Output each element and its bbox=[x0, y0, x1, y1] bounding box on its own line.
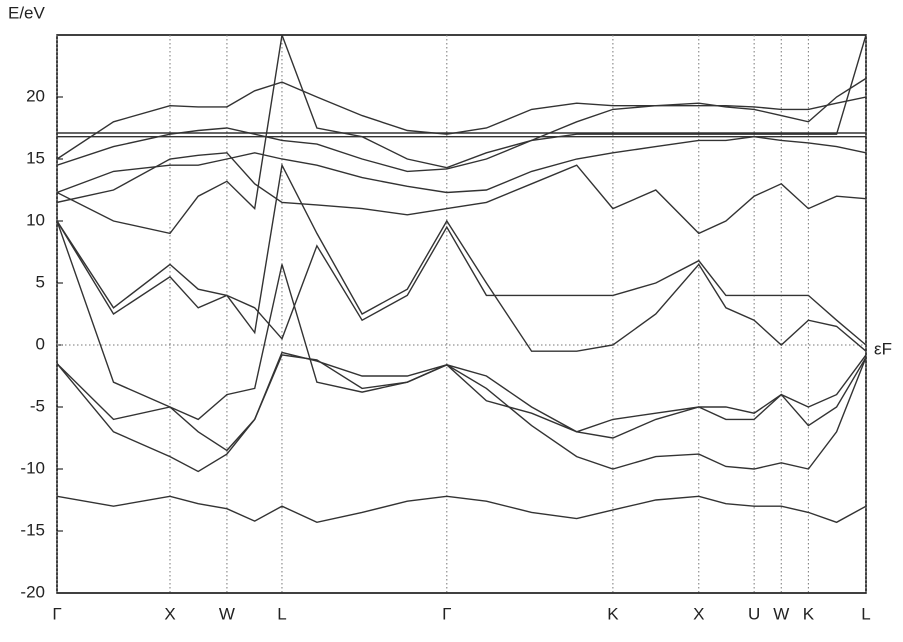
band-line bbox=[57, 354, 866, 473]
y-tick-label: 10 bbox=[26, 210, 45, 229]
band-line bbox=[57, 220, 866, 346]
band-line bbox=[57, 152, 866, 235]
x-tick-label: K bbox=[803, 604, 815, 623]
band-line bbox=[57, 495, 866, 524]
y-tick-label: 20 bbox=[26, 86, 45, 105]
y-tick-label: -5 bbox=[30, 396, 45, 415]
x-tick-label: X bbox=[164, 604, 175, 623]
band-line bbox=[57, 81, 866, 160]
band-line bbox=[57, 77, 866, 173]
y-tick-label: 5 bbox=[36, 272, 45, 291]
y-tick-label: 15 bbox=[26, 148, 45, 167]
y-tick-label: -10 bbox=[20, 458, 45, 477]
y-axis-label: E/eV bbox=[8, 3, 46, 22]
y-tick-label: -15 bbox=[20, 520, 45, 539]
x-tick-label: L bbox=[861, 604, 870, 623]
x-tick-label: W bbox=[219, 604, 235, 623]
band-line bbox=[57, 162, 866, 352]
x-tick-label: L bbox=[277, 604, 286, 623]
y-tick-label: -20 bbox=[20, 582, 45, 601]
x-tick-label: Γ bbox=[52, 604, 61, 623]
x-tick-label: K bbox=[607, 604, 619, 623]
x-tick-label: X bbox=[693, 604, 704, 623]
band-line bbox=[57, 135, 866, 194]
y-tick-label: 0 bbox=[36, 334, 45, 353]
x-tick-label: W bbox=[773, 604, 789, 623]
band-line bbox=[57, 35, 866, 235]
x-tick-label: Γ bbox=[442, 604, 451, 623]
band-line bbox=[57, 351, 866, 452]
x-tick-label: U bbox=[748, 604, 760, 623]
fermi-label: εF bbox=[874, 339, 892, 358]
plot-frame bbox=[56, 34, 867, 594]
band-line bbox=[57, 220, 866, 433]
